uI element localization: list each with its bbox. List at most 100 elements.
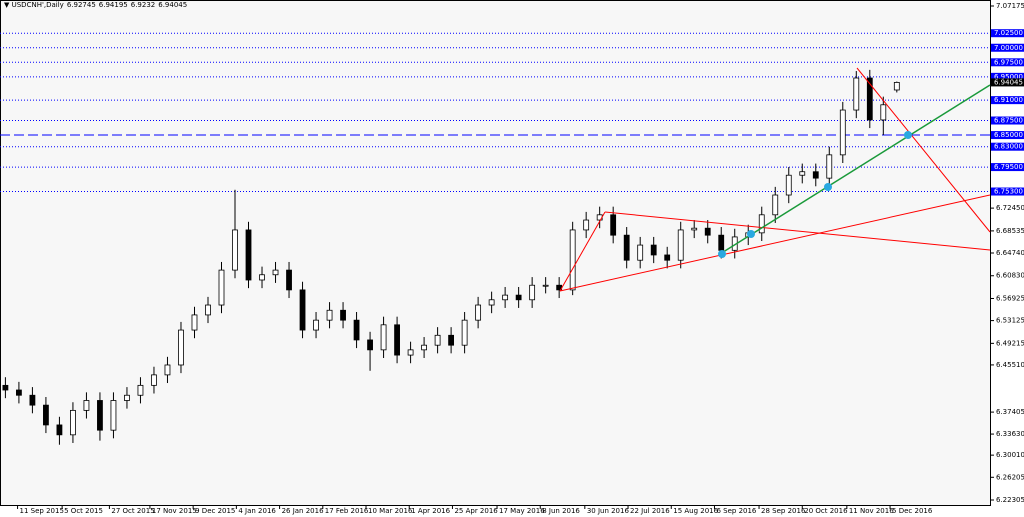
candle-body xyxy=(637,244,644,261)
candle-body xyxy=(664,254,671,261)
level-label-bg xyxy=(991,29,1024,38)
header: ▼ USDCNH',Daily 6.92745 6.94195 6.9232 6.940… xyxy=(4,1,188,9)
candle-body xyxy=(353,319,360,341)
x-tick-label: 30 Jun 2016 xyxy=(587,507,630,515)
plot-area xyxy=(0,0,991,506)
candle-body xyxy=(218,269,225,306)
candle-body xyxy=(826,154,833,179)
candle-body xyxy=(772,194,779,216)
candle-body xyxy=(2,384,9,391)
candle-body xyxy=(367,339,373,351)
candle-body xyxy=(178,329,184,366)
y-tick-label: 6.33630 xyxy=(996,430,1024,438)
level-label: 7.02500 xyxy=(994,29,1023,37)
candle-body xyxy=(286,269,292,291)
symbol: USDCNH',Daily xyxy=(11,1,64,9)
candle-body xyxy=(191,314,198,331)
candle-body xyxy=(259,274,265,281)
ohlc-open: 6.92745 xyxy=(66,1,96,9)
trend-line xyxy=(856,67,991,233)
x-tick-label: 17 Feb 2016 xyxy=(325,507,369,515)
y-tick-label: 6.56925 xyxy=(996,294,1024,302)
price-label-bg xyxy=(991,78,1024,87)
x-tick-label: 25 Apr 2016 xyxy=(454,507,498,515)
anchor-point xyxy=(747,230,755,238)
candle-body xyxy=(110,400,117,431)
trend-line xyxy=(604,211,991,251)
y-tick-label: 6.68535 xyxy=(996,227,1024,235)
y-tick-label: 6.45510 xyxy=(996,361,1024,369)
x-tick-label: 27 Oct 2015 xyxy=(111,507,154,515)
level-label: 6.91000 xyxy=(994,96,1023,104)
x-tick-label: 6 Sep 2016 xyxy=(716,507,756,515)
candle-body xyxy=(205,304,211,316)
trend-line xyxy=(559,194,991,292)
candle-body xyxy=(610,214,617,236)
candle-body xyxy=(16,389,22,396)
level-label-bg xyxy=(991,96,1024,105)
level-label: 6.95000 xyxy=(994,73,1023,81)
x-tick-label: 5 Oct 2015 xyxy=(64,507,103,515)
candle-body xyxy=(43,404,49,426)
ohlc-close: 6.94045 xyxy=(158,1,188,9)
candle-body xyxy=(812,171,819,179)
candle-body xyxy=(839,109,846,156)
x-tick-label: 8 Jun 2016 xyxy=(542,507,580,515)
x-tick-label: 11 Sep 2015 xyxy=(20,507,64,515)
candle-body xyxy=(718,234,725,251)
candle-body xyxy=(704,227,711,236)
level-label-bg xyxy=(991,72,1024,81)
level-label-bg xyxy=(991,43,1024,52)
x-tick-label: 20 Oct 2016 xyxy=(804,507,848,515)
level-label-bg xyxy=(991,142,1024,151)
candle-body xyxy=(461,319,468,346)
candle-body xyxy=(880,104,887,121)
y-tick-label: 6.49215 xyxy=(996,339,1024,347)
candle-body xyxy=(758,214,765,234)
candle-body xyxy=(421,344,427,351)
y-tick-label: 6.26205 xyxy=(996,473,1024,481)
trend-line xyxy=(559,211,606,292)
ohlc-high: 6.94195 xyxy=(98,1,128,9)
candle-body xyxy=(164,364,171,376)
x-tick-label: 11 Nov 2016 xyxy=(849,507,894,515)
y-tick-label: 6.64740 xyxy=(996,249,1024,257)
candle-body xyxy=(488,299,495,306)
x-tick-label: 17 Nov 2015 xyxy=(152,507,197,515)
y-tick-label: 6.22305 xyxy=(996,496,1024,504)
candle-body xyxy=(326,309,333,321)
candle-body xyxy=(380,324,387,351)
candle-body xyxy=(299,289,306,331)
level-label-bg xyxy=(991,58,1024,67)
x-tick-label: 17 May 2016 xyxy=(499,507,545,515)
x-tick-label: 5 Dec 2016 xyxy=(892,507,933,515)
y-tick-label: 6.37405 xyxy=(996,408,1024,416)
candle-body xyxy=(677,229,684,261)
x-tick-label: 1 Apr 2016 xyxy=(411,507,450,515)
candle-body xyxy=(151,374,157,386)
price-label: 6.94045 xyxy=(994,78,1023,86)
level-label: 7.00000 xyxy=(994,44,1023,52)
candle-body xyxy=(515,294,522,301)
candle-body xyxy=(83,400,90,411)
candle-body xyxy=(124,394,130,401)
x-tick-label: 28 Sep 2016 xyxy=(761,507,806,515)
y-tick-label: 6.30010 xyxy=(996,451,1024,459)
candle-body xyxy=(394,324,400,356)
candle-body xyxy=(569,229,576,291)
candle-body xyxy=(56,424,63,436)
candle-body xyxy=(893,82,900,91)
candle-body xyxy=(785,174,792,196)
candle-body xyxy=(434,334,441,346)
y-tick-label: 6.53125 xyxy=(996,317,1024,325)
level-label-bg xyxy=(991,187,1024,196)
trend-line xyxy=(719,84,991,255)
candle-body xyxy=(313,319,319,331)
level-label: 6.83000 xyxy=(994,143,1023,151)
level-label-bg xyxy=(991,131,1024,140)
anchor-point xyxy=(904,131,912,139)
candle-body xyxy=(272,269,279,276)
candle-body xyxy=(245,229,252,281)
